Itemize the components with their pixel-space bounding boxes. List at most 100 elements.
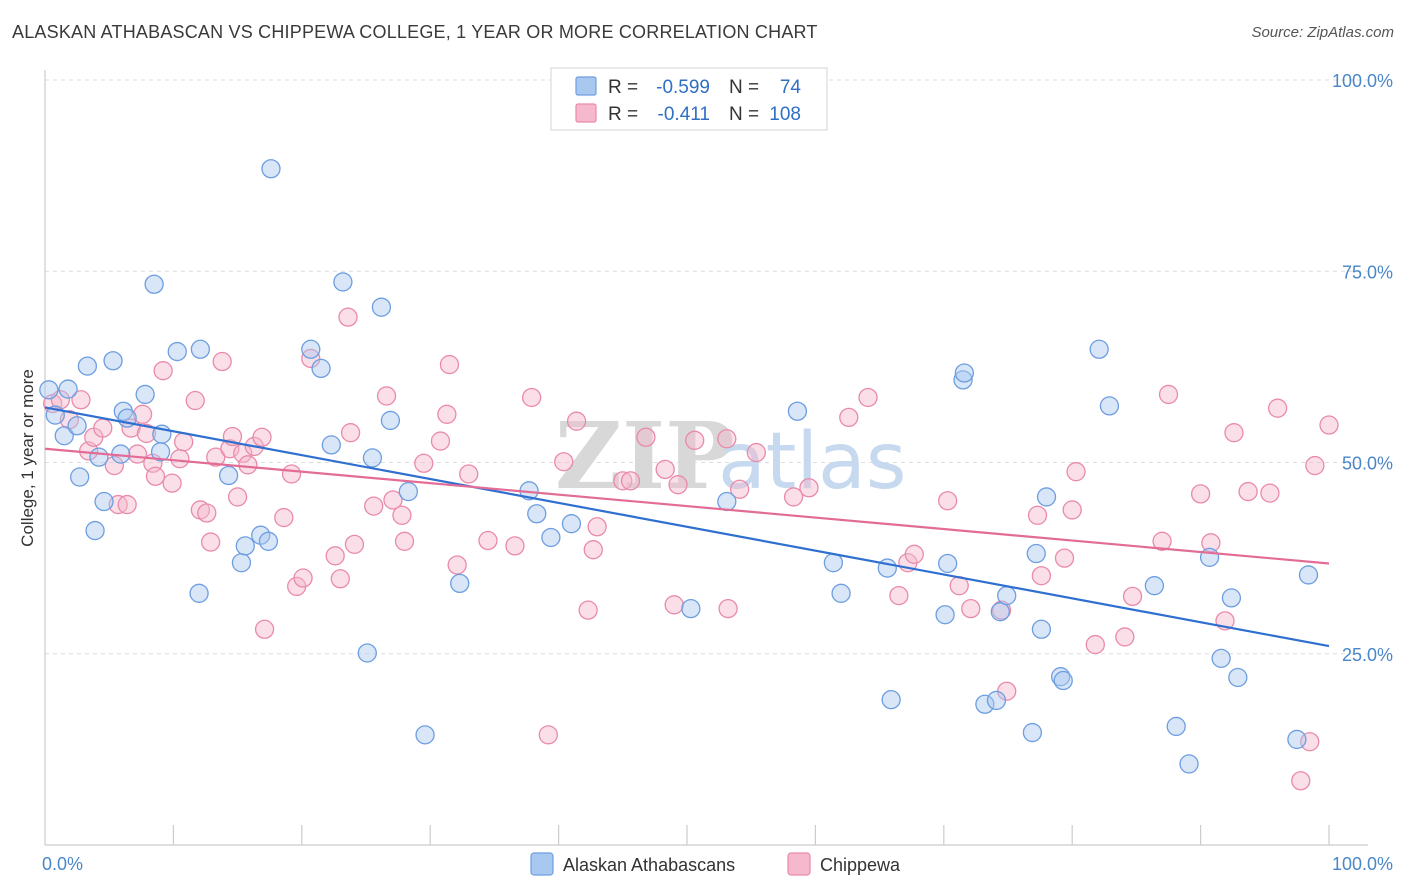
legend-r-label-2: R =: [608, 104, 638, 125]
athabascan-point-15: [144, 274, 164, 294]
chippewa-point-42: [340, 423, 361, 443]
chippewa-point-52: [439, 354, 460, 375]
chippewa-point-73: [729, 479, 750, 499]
y-tick-label-25: 25.0%: [1342, 645, 1393, 665]
chippewa-point-40: [330, 569, 350, 589]
athabascan-point-68: [1199, 547, 1220, 568]
athabascan-point-29: [321, 435, 341, 455]
chippewa-point-28: [227, 487, 248, 507]
chippewa-point-89: [1054, 548, 1075, 568]
athabascan-point-33: [371, 297, 392, 317]
x-tick-label-100: 100.0%: [1332, 854, 1393, 874]
chippewa-point-41: [338, 307, 358, 327]
chippewa-point-61: [578, 600, 598, 620]
athabascan-point-4: [67, 416, 87, 436]
chippewa-point-33: [254, 619, 275, 639]
chippewa-point-92: [1085, 634, 1105, 655]
source-label: Source: ZipAtlas.com: [1251, 24, 1394, 41]
chippewa-point-93: [1115, 627, 1135, 647]
athabascan-point-8: [89, 447, 109, 467]
correlation-legend: R = -0.599 N = 74 R = -0.411 N = 108: [550, 67, 828, 131]
chippewa-point-57: [521, 387, 542, 408]
chippewa-point-18: [170, 449, 190, 469]
athabascan-point-46: [831, 583, 851, 603]
chippewa-point-49: [414, 453, 434, 473]
athabascan-point-7: [85, 520, 105, 541]
athabascan-point-31: [357, 643, 377, 663]
athabascan-point-72: [1287, 729, 1307, 750]
athabascan-point-37: [450, 573, 470, 594]
legend-swatch-pink: [575, 103, 597, 123]
chippewa-point-87: [1027, 505, 1048, 525]
x-axis-ticks: [172, 825, 1330, 845]
athabascan-point-54: [986, 690, 1007, 711]
athabascan-point-49: [935, 605, 955, 625]
chippewa-point-103: [1267, 398, 1288, 418]
chippewa-trend-line: [44, 447, 1330, 565]
athabascan-point-63: [1089, 339, 1109, 359]
athabascan-point-23: [235, 536, 255, 556]
chippewa-points: [43, 307, 1339, 791]
athabascan-point-14: [135, 384, 155, 405]
chippewa-point-88: [1031, 566, 1052, 586]
athabascan-point-40: [541, 527, 561, 548]
athabascan-point-9: [94, 491, 114, 512]
series-legend: Alaskan Athabascans Chippewa: [530, 852, 901, 876]
legend-n-value-1: 74: [780, 77, 802, 98]
athabascan-point-32: [362, 448, 383, 468]
athabascan-point-39: [527, 504, 547, 524]
athabascan-point-21: [218, 465, 239, 486]
chippewa-point-95: [1152, 531, 1172, 551]
watermark-atlas: atlas: [718, 417, 907, 507]
chippewa-point-16: [153, 361, 173, 381]
chippewa-point-56: [505, 536, 525, 556]
athabascan-point-67: [1179, 754, 1199, 774]
y-axis-label: College, 1 year or more: [18, 369, 37, 547]
legend-n-value-2: 108: [769, 104, 801, 125]
athabascan-point-30: [333, 272, 353, 292]
athabascan-point-34: [380, 410, 401, 431]
chippewa-point-107: [1319, 415, 1339, 435]
chippewa-point-79: [889, 585, 909, 606]
athabascan-point-73: [1298, 565, 1319, 585]
athabascan-point-62: [1053, 670, 1073, 691]
y-tick-label-50: 50.0%: [1342, 454, 1393, 474]
chippewa-point-96: [1158, 384, 1179, 405]
chippewa-point-67: [655, 459, 675, 480]
trend-lines: [44, 406, 1330, 648]
athabascan-point-10: [103, 351, 123, 371]
athabascan-point-45: [823, 553, 844, 573]
legend-n-label-1: N =: [729, 77, 759, 98]
chippewa-point-44: [364, 496, 384, 516]
chippewa-point-65: [620, 471, 641, 491]
chippewa-point-84: [961, 598, 981, 619]
chippewa-point-71: [717, 429, 737, 449]
chippewa-point-15: [145, 466, 166, 486]
chippewa-point-75: [783, 487, 804, 507]
athabascan-point-71: [1228, 667, 1248, 688]
chart-title: ALASKAN ATHABASCAN VS CHIPPEWA COLLEGE, …: [12, 22, 818, 42]
chippewa-point-59: [554, 452, 574, 472]
athabascan-point-5: [70, 467, 90, 487]
chippewa-point-26: [220, 439, 240, 459]
chippewa-point-50: [430, 431, 451, 451]
chippewa-point-45: [376, 386, 397, 406]
athabascan-point-65: [1144, 576, 1165, 596]
athabascan-point-42: [681, 598, 701, 619]
chippewa-point-101: [1238, 481, 1258, 502]
chippewa-point-62: [583, 540, 603, 560]
legend-n-label-2: N =: [729, 104, 759, 125]
chippewa-point-13: [136, 423, 157, 444]
chippewa-point-24: [206, 447, 226, 467]
series-legend-label-chippewa: Chippewa: [820, 855, 901, 875]
chippewa-point-69: [668, 475, 688, 495]
athabascan-point-69: [1211, 648, 1231, 668]
y-tick-label-75: 75.0%: [1342, 262, 1393, 282]
athabascan-point-28: [311, 358, 331, 379]
athabascan-point-24: [251, 525, 271, 545]
chippewa-point-97: [1190, 484, 1211, 504]
chippewa-point-53: [447, 555, 467, 575]
chippewa-point-43: [344, 534, 365, 555]
chippewa-point-25: [212, 351, 232, 372]
